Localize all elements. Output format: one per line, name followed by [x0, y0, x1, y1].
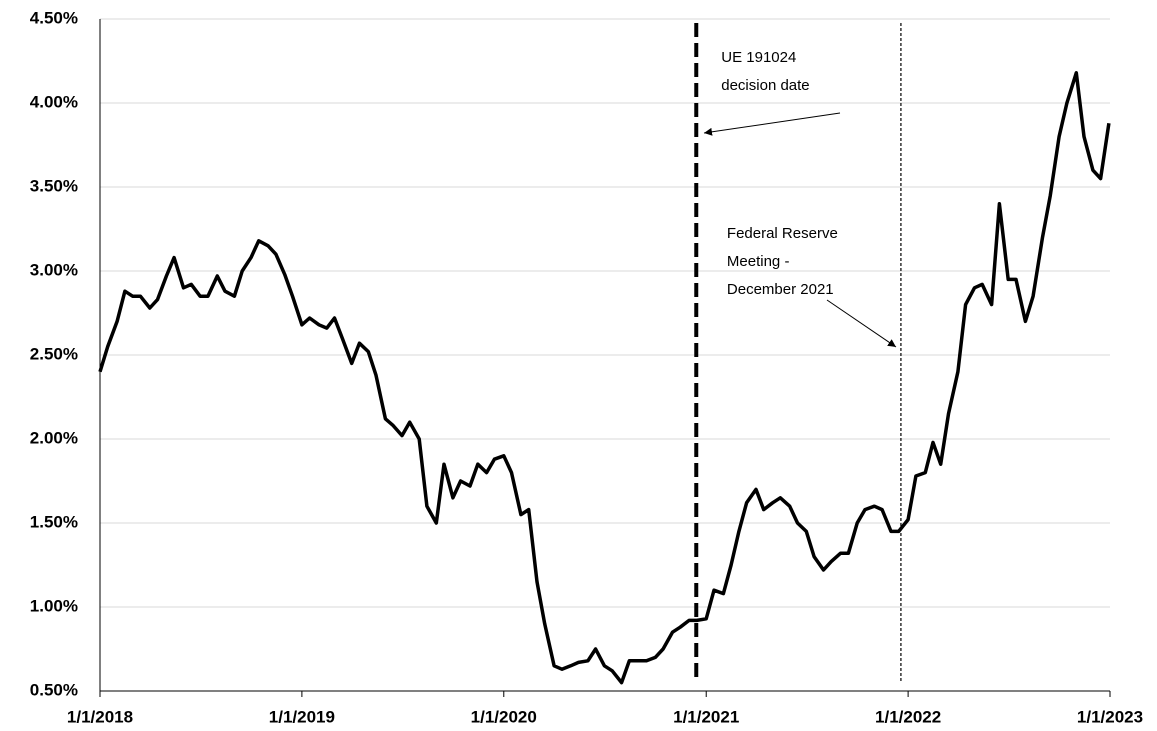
y-tick-label: 3.50%: [30, 176, 78, 195]
y-tick-label: 1.00%: [30, 596, 78, 615]
x-tick-label: 1/1/2023: [1077, 707, 1143, 726]
y-tick-label: 4.00%: [30, 92, 78, 111]
y-tick-label: 0.50%: [30, 680, 78, 699]
y-tick-label: 4.50%: [30, 8, 78, 27]
marks: [98, 23, 1111, 685]
y-tick-label: 2.00%: [30, 428, 78, 447]
series-line: [98, 71, 1111, 685]
y-tick-label: 1.50%: [30, 512, 78, 531]
annotation: December 2021: [727, 281, 834, 298]
annotation: decision date: [721, 77, 809, 94]
x-tick-label: 1/1/2018: [67, 707, 133, 726]
grid: [99, 18, 1111, 697]
x-tick-label: 1/1/2020: [471, 707, 537, 726]
annotation-arrow: [826, 299, 897, 348]
y-tick-label: 2.50%: [30, 344, 78, 363]
annotation: Meeting -: [727, 253, 790, 270]
y-tick-label: 3.00%: [30, 260, 78, 279]
annotation: UE 191024: [721, 49, 796, 66]
x-tick-label: 1/1/2021: [673, 707, 739, 726]
annotation: Federal Reserve: [727, 225, 838, 242]
x-tick-label: 1/1/2022: [875, 707, 941, 726]
x-tick-label: 1/1/2019: [269, 707, 335, 726]
annotation-arrow: [703, 112, 841, 136]
